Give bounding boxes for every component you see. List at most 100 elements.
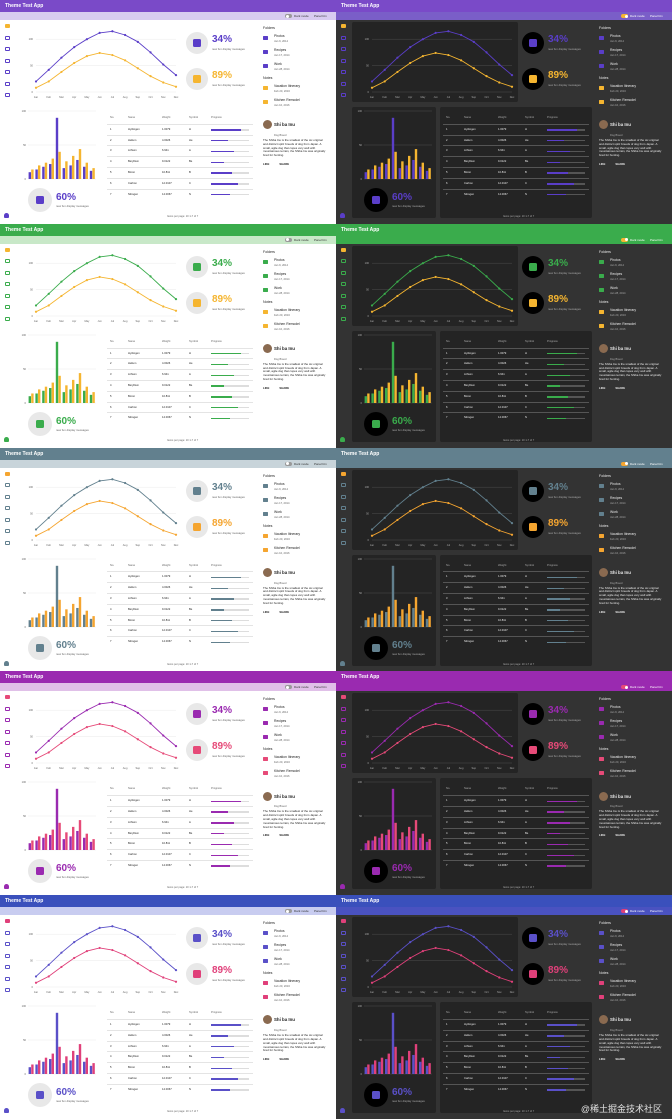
nav-folder-open-icon[interactable]	[341, 93, 346, 97]
table-row[interactable]: 6 Carbon 12.0107 C	[107, 625, 253, 636]
table-row[interactable]: 7 Nitrogen 14.0067 N	[443, 859, 589, 871]
table-row[interactable]: 1 Hydrogen 1.0079 H	[107, 1018, 253, 1030]
nav-inbox-icon[interactable]	[5, 35, 10, 40]
like-button[interactable]: LIKE	[263, 161, 270, 166]
table-row[interactable]: 4 Beryllium 9.0122 Be	[443, 156, 589, 167]
nav-calendar-icon[interactable]	[5, 494, 10, 499]
folder-item[interactable]: Photos Jan 9, 2014	[599, 705, 669, 719]
panel-button[interactable]: Panel btn	[314, 685, 327, 690]
nav-home-icon[interactable]	[341, 919, 346, 924]
account-icon[interactable]	[4, 213, 9, 218]
note-item[interactable]: Vacation Itinerary Feb 20, 2016	[263, 308, 333, 322]
nav-calendar-icon[interactable]	[5, 270, 10, 275]
like-button[interactable]: LIKE	[599, 833, 606, 838]
table-row[interactable]: 3 Lithium 6.941 Li	[107, 369, 253, 380]
nav-folder-icon[interactable]	[5, 305, 10, 310]
column-header[interactable]: Weight	[162, 563, 171, 567]
table-row[interactable]: 2 Helium 4.0026 He	[443, 134, 589, 146]
table-row[interactable]: 6 Carbon 12.0107 C	[107, 177, 253, 189]
nav-refresh-icon[interactable]	[341, 953, 346, 958]
table-pagination[interactable]: Items per page: 10 1-7 of 7	[503, 215, 535, 218]
nav-folder-icon[interactable]	[5, 752, 10, 757]
table-row[interactable]: 6 Carbon 12.0107 C	[107, 401, 253, 413]
account-icon[interactable]	[340, 213, 345, 218]
table-row[interactable]: 5 Boron 10.811 B	[443, 166, 589, 178]
note-item[interactable]: Kitchen Remodel Jan 10, 2016	[263, 98, 333, 112]
note-item[interactable]: Kitchen Remodel Jan 10, 2016	[263, 769, 333, 783]
table-row[interactable]: 2 Helium 4.0026 He	[107, 134, 253, 146]
note-item[interactable]: Kitchen Remodel Jan 10, 2016	[599, 98, 669, 112]
table-row[interactable]: 4 Beryllium 9.0122 Be	[443, 379, 589, 391]
column-header[interactable]: Symbol	[525, 1011, 534, 1015]
nav-code-icon[interactable]	[5, 965, 10, 970]
account-icon[interactable]	[4, 436, 9, 442]
share-button[interactable]: SHARE	[615, 609, 626, 614]
nav-folder-open-icon[interactable]	[5, 764, 10, 769]
nav-inbox-icon[interactable]	[5, 483, 10, 488]
table-row[interactable]: 5 Boron 10.811 B	[443, 1062, 589, 1073]
note-item[interactable]: Vacation Itinerary Feb 20, 2016	[599, 755, 669, 769]
column-header[interactable]: Name	[464, 1011, 472, 1015]
panel-button[interactable]: Panel btn	[314, 909, 327, 914]
share-button[interactable]: SHARE	[279, 609, 290, 614]
column-header[interactable]: Progress	[547, 1011, 558, 1015]
table-row[interactable]: 3 Lithium 6.941 Li	[443, 1040, 589, 1052]
share-button[interactable]: SHARE	[615, 161, 626, 166]
nav-folder-icon[interactable]	[341, 752, 346, 757]
column-header[interactable]: Weight	[498, 787, 507, 791]
nav-calendar-icon[interactable]	[341, 718, 346, 723]
folder-item[interactable]: Photos Jan 9, 2014	[263, 34, 333, 48]
table-pagination[interactable]: Items per page: 10 1-7 of 7	[167, 886, 199, 890]
nav-code-icon[interactable]	[341, 741, 346, 746]
column-header[interactable]: Progress	[211, 563, 222, 567]
folder-item[interactable]: Recipes Jan 17, 2014	[599, 496, 669, 510]
column-header[interactable]: No.	[446, 787, 451, 791]
nav-calendar-icon[interactable]	[341, 270, 346, 275]
account-icon[interactable]	[340, 660, 345, 666]
table-pagination[interactable]: Items per page: 10 1-7 of 7	[503, 886, 535, 890]
column-header[interactable]: Name	[128, 116, 136, 119]
nav-home-icon[interactable]	[341, 24, 346, 28]
table-row[interactable]: 1 Hydrogen 1.0079 H	[107, 347, 253, 359]
like-button[interactable]: LIKE	[599, 161, 606, 166]
panel-button[interactable]: Panel btn	[314, 237, 327, 242]
column-header[interactable]: No.	[446, 116, 451, 119]
dark-mode-switch[interactable]	[285, 237, 292, 242]
folder-item[interactable]: Photos Jan 9, 2014	[263, 258, 333, 272]
column-header[interactable]: No.	[446, 1011, 451, 1015]
column-header[interactable]: Name	[464, 787, 472, 791]
table-row[interactable]: 5 Boron 10.811 B	[107, 614, 253, 626]
share-button[interactable]: SHARE	[615, 833, 626, 838]
table-pagination[interactable]: Items per page: 10 1-7 of 7	[503, 1110, 535, 1114]
nav-home-icon[interactable]	[341, 471, 346, 476]
dark-mode-switch[interactable]	[621, 461, 628, 466]
account-icon[interactable]	[4, 884, 9, 890]
column-header[interactable]: Symbol	[189, 1011, 198, 1015]
nav-folder-open-icon[interactable]	[341, 316, 346, 321]
note-item[interactable]: Vacation Itinerary Feb 20, 2016	[263, 84, 333, 98]
nav-folder-open-icon[interactable]	[5, 988, 10, 993]
note-item[interactable]: Vacation Itinerary Feb 20, 2016	[263, 755, 333, 769]
table-row[interactable]: 1 Hydrogen 1.0079 H	[443, 571, 589, 582]
column-header[interactable]: Name	[128, 339, 136, 343]
folder-item[interactable]: Photos Jan 9, 2014	[599, 258, 669, 272]
table-row[interactable]: 2 Helium 4.0026 He	[443, 1029, 589, 1041]
nav-code-icon[interactable]	[5, 70, 10, 74]
panel-button[interactable]: Panel btn	[314, 14, 327, 18]
like-button[interactable]: LIKE	[599, 609, 606, 614]
column-header[interactable]: Weight	[162, 1011, 171, 1015]
table-row[interactable]: 2 Helium 4.0026 He	[107, 805, 253, 817]
folder-item[interactable]: Photos Jan 9, 2014	[263, 705, 333, 719]
folder-item[interactable]: Recipes Jan 17, 2014	[263, 719, 333, 733]
table-row[interactable]: 7 Nitrogen 14.0067 N	[107, 1083, 253, 1095]
table-row[interactable]: 3 Lithium 6.941 Li	[107, 816, 253, 828]
column-header[interactable]: Weight	[498, 116, 507, 119]
table-row[interactable]: 7 Nitrogen 14.0067 N	[443, 1083, 589, 1095]
folder-item[interactable]: Recipes Jan 17, 2014	[263, 48, 333, 62]
folder-item[interactable]: Work Jan 28, 2014	[263, 62, 333, 76]
table-row[interactable]: 2 Helium 4.0026 He	[443, 358, 589, 369]
table-row[interactable]: 6 Carbon 12.0107 C	[107, 849, 253, 860]
nav-code-icon[interactable]	[5, 517, 10, 522]
nav-code-icon[interactable]	[341, 70, 346, 74]
folder-item[interactable]: Recipes Jan 17, 2014	[599, 272, 669, 286]
